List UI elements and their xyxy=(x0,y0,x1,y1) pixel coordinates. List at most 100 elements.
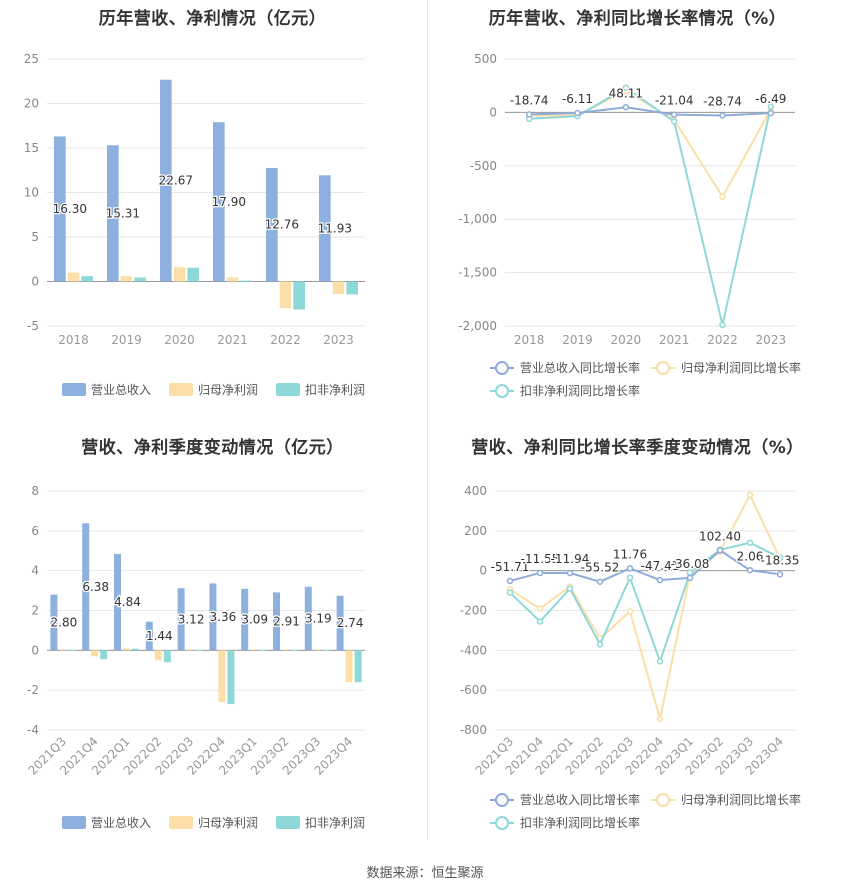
bar-扣非净利润 xyxy=(163,650,171,663)
bar-营业总收入 xyxy=(213,122,225,282)
bar-归母净利润 xyxy=(59,649,67,651)
bar-value-label: 3.36 xyxy=(210,610,237,624)
x-tick-label: 2023 xyxy=(756,333,787,347)
line-value-label: -55.52 xyxy=(581,561,620,575)
x-tick-label: 2022 xyxy=(270,333,301,347)
bar-归母净利润 xyxy=(279,281,292,309)
line-value-label: -21.04 xyxy=(655,94,694,108)
chart-panel-quarterly-revenue-profit: 营收、净利季度变动情况（亿元） -4 -2 0 2 4 6 8 2021Q3 2021Q4 202… xyxy=(0,425,425,855)
bar-营业总收入 xyxy=(160,79,172,282)
x-tick-label: 2023 xyxy=(323,333,354,347)
x-tick-label: 2019 xyxy=(562,333,593,347)
bar-归母净利润 xyxy=(313,649,321,651)
data-point xyxy=(767,103,775,110)
chart-title: 营收、净利季度变动情况（亿元） xyxy=(81,438,344,458)
line-value-label: -6.49 xyxy=(755,92,786,106)
legend-marker xyxy=(495,816,509,830)
legend-label: 归母净利润 xyxy=(198,816,258,830)
data-point xyxy=(566,569,574,577)
y-tick-label: -1,500 xyxy=(458,266,497,280)
bar-营业总收入 xyxy=(336,595,344,651)
bar-扣非净利润 xyxy=(227,650,235,705)
bar-value-label: 22.67 xyxy=(159,174,193,188)
legend-swatch xyxy=(276,383,300,396)
y-tick-label: 2 xyxy=(31,604,39,618)
bar-营业总收入 xyxy=(107,145,119,282)
y-tick-label: 15 xyxy=(24,141,39,155)
legend-marker xyxy=(495,384,509,398)
line-value-label: 2.06 xyxy=(737,549,764,563)
series-line-归母净利润同比增长率 xyxy=(509,492,781,720)
bar-value-label: 2.91 xyxy=(273,614,300,628)
y-tick-label: 0 xyxy=(31,275,39,289)
legend-label: 营业总收入同比增长率 xyxy=(520,792,640,807)
chart-panel-annual-revenue-profit: 历年营收、净利情况（亿元） -5 0 5 10 15 20 25 2018 2019 2020 20… xyxy=(0,0,425,420)
data-point xyxy=(656,576,664,584)
legend-label: 营业总收入 xyxy=(91,383,151,397)
line-value-label: -18.74 xyxy=(510,93,549,107)
legend-label: 扣非净利润同比增长率 xyxy=(520,815,640,830)
bar-营业总收入 xyxy=(319,175,331,282)
bar-value-label: 1.44 xyxy=(146,629,173,643)
bar-归母净利润 xyxy=(282,649,289,651)
x-tick-label: 2020 xyxy=(164,333,195,347)
bar-扣非净利润 xyxy=(354,650,362,683)
data-point xyxy=(719,193,726,201)
bar-value-label: 4.84 xyxy=(114,595,141,609)
y-tick-label: -2,000 xyxy=(458,319,497,333)
bar-归母净利润 xyxy=(345,650,353,683)
line-value-label: -11.55 xyxy=(521,552,560,566)
y-tick-label: 200 xyxy=(464,524,487,538)
chart-title: 历年营收、净利情况（亿元） xyxy=(98,9,327,29)
chart-title: 营收、净利同比增长率季度变动情况（%） xyxy=(471,438,804,458)
bar-营业总收入 xyxy=(266,167,278,282)
line-value-label: 102.40 xyxy=(699,529,741,543)
x-tick-label: 2021 xyxy=(217,333,248,347)
data-point xyxy=(525,111,533,118)
bar-扣非净利润 xyxy=(290,649,298,651)
chart-title: 历年营收、净利同比增长率情况（%） xyxy=(488,9,787,29)
y-tick-label: -1,000 xyxy=(458,212,497,226)
data-point xyxy=(536,618,544,625)
y-tick-label: 500 xyxy=(474,52,497,66)
series-line-扣非净利润同比增长率 xyxy=(529,86,772,326)
y-tick-label: 5 xyxy=(31,230,39,244)
x-tick-label: 2021 xyxy=(659,333,690,347)
bar-归母净利润 xyxy=(91,650,99,657)
data-point xyxy=(670,111,678,118)
line-value-label: -18.35 xyxy=(761,553,800,567)
bar-value-label: 2.80 xyxy=(51,615,78,629)
data-point xyxy=(767,109,775,117)
x-tick-label: 2020 xyxy=(611,333,642,347)
legend-marker xyxy=(495,793,509,807)
bar-营业总收入 xyxy=(54,136,66,282)
bar-扣非净利润 xyxy=(346,281,358,295)
legend-label: 扣非净利润同比增长率 xyxy=(520,383,640,398)
data-point xyxy=(746,567,754,574)
data-point xyxy=(670,118,678,125)
legend-label: 归母净利润同比增长率 xyxy=(681,792,801,807)
data-point xyxy=(626,574,634,581)
bar-归母净利润 xyxy=(120,276,133,282)
data-point xyxy=(656,658,664,665)
line-value-label: -28.74 xyxy=(703,94,742,108)
bar-扣非净利润 xyxy=(81,276,93,282)
data-point xyxy=(746,491,754,499)
data-point xyxy=(622,84,630,92)
data-point xyxy=(622,104,630,111)
annual-revenue-profit-bar-chart: -5 0 5 10 15 20 25 2018 2019 2020 2021 2022 2023 16.3… xyxy=(24,52,365,397)
data-point xyxy=(776,571,784,578)
bar-扣非净利润 xyxy=(131,648,139,651)
bar-value-label: 3.19 xyxy=(305,612,332,626)
bar-营业总收入 xyxy=(304,586,312,651)
line-value-label: -47.41 xyxy=(641,559,680,573)
bar-归母净利润 xyxy=(250,649,258,651)
bar-扣非净利润 xyxy=(187,267,199,282)
bar-value-label: 2.74 xyxy=(337,616,364,630)
bar-归母净利润 xyxy=(67,272,80,282)
bar-value-label: 6.38 xyxy=(82,580,109,594)
y-tick-label: -4 xyxy=(27,723,39,737)
y-tick-label: 4 xyxy=(31,564,39,578)
legend-swatch xyxy=(62,383,86,396)
series-line-营业总收入同比增长率 xyxy=(529,106,771,117)
